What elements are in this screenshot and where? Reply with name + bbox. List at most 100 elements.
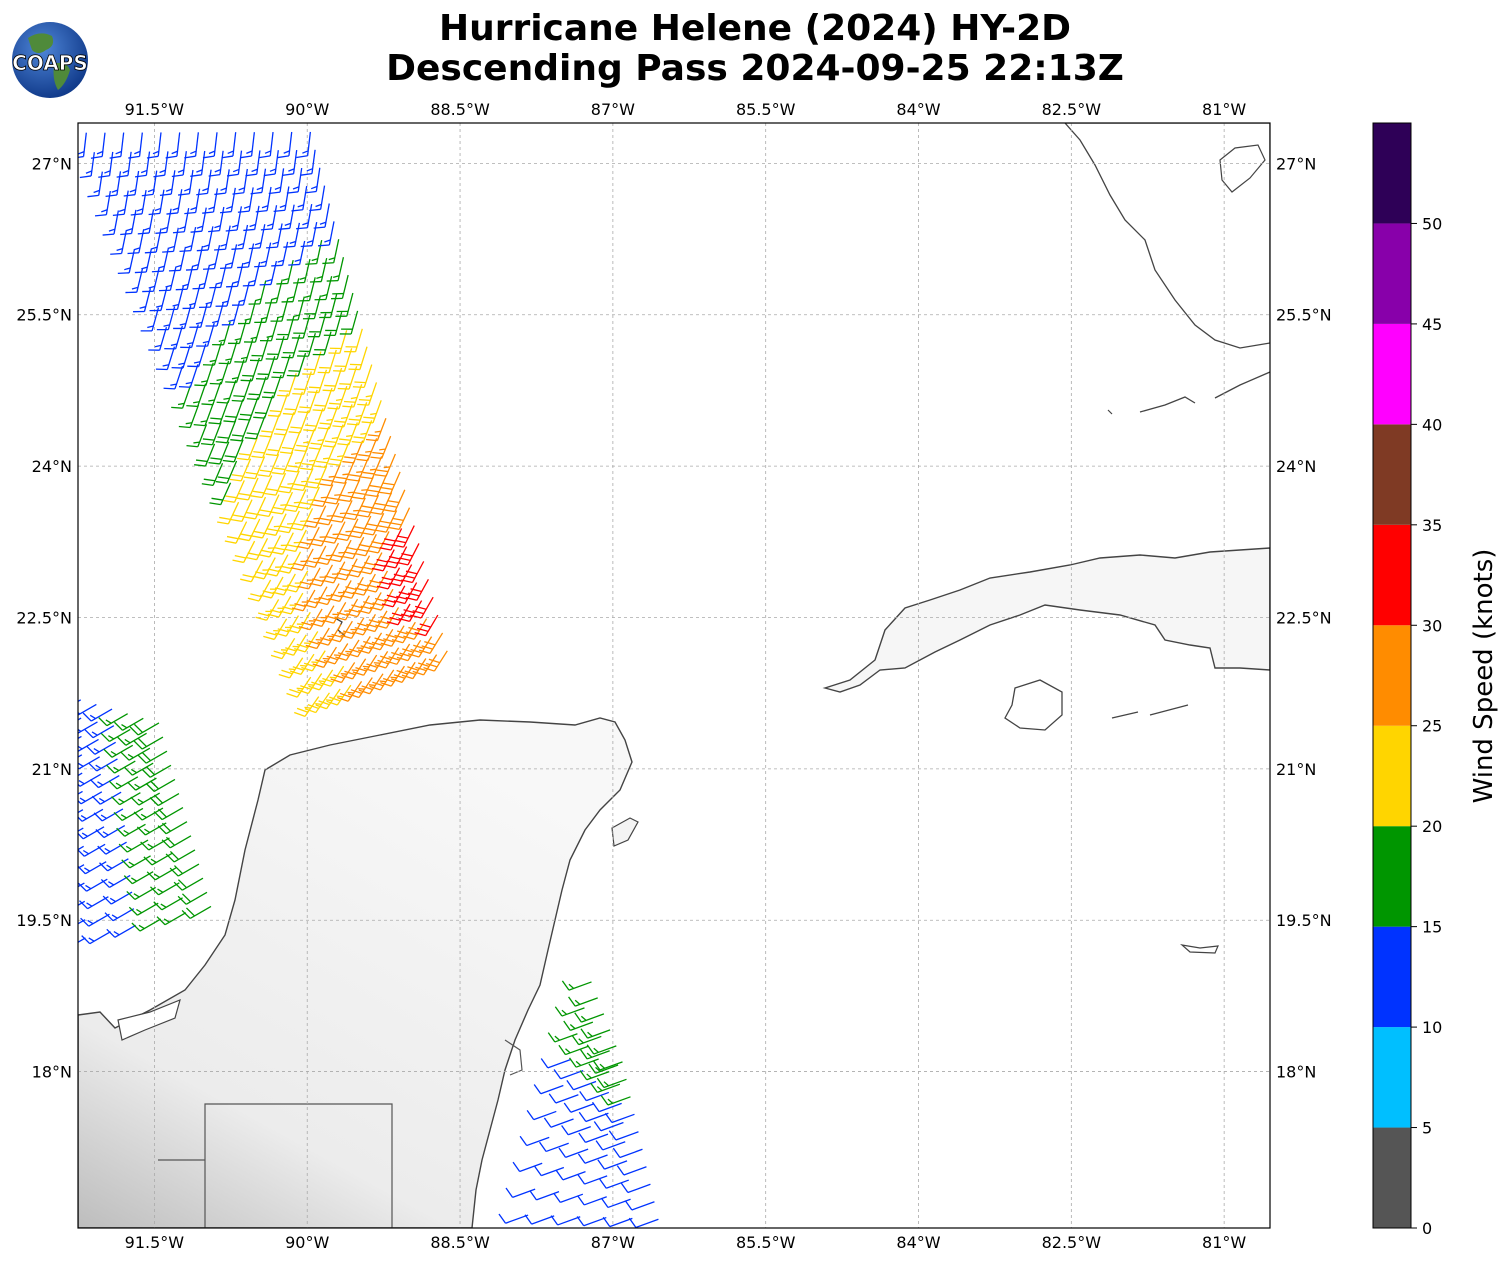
wind-barb — [163, 365, 184, 390]
wind-barb — [297, 526, 320, 550]
wind-barb — [566, 1080, 597, 1091]
wind-barb — [81, 931, 111, 945]
wind-barb — [366, 531, 390, 554]
wind-barb — [273, 412, 295, 436]
wind-barb — [264, 513, 287, 536]
cozumel-island — [611, 817, 639, 847]
lat-tick-label-left: 22.5°N — [16, 608, 72, 627]
wind-barb — [529, 1190, 560, 1201]
wind-barb — [214, 225, 231, 251]
wind-barb — [303, 408, 324, 432]
wind-barb — [153, 807, 184, 821]
lat-tick-label-left: 27°N — [32, 154, 72, 173]
wind-barb — [95, 824, 126, 839]
wind-barb — [120, 209, 137, 236]
wind-barb — [317, 406, 339, 430]
lat-tick-label-left: 19.5°N — [16, 911, 72, 930]
wind-barb — [86, 741, 116, 755]
wind-barb — [237, 187, 254, 213]
wind-barb — [357, 494, 380, 518]
lon-tick-label-top: 88.5°W — [430, 100, 490, 119]
wind-barb — [533, 1084, 564, 1095]
wind-barb — [555, 1170, 586, 1181]
wind-barb — [82, 708, 113, 722]
wind-barb — [134, 151, 151, 178]
colorbar-tick-label: 25 — [1422, 717, 1442, 736]
wind-barb — [209, 361, 230, 385]
wind-barb — [153, 151, 169, 178]
wind-barb — [308, 426, 330, 450]
wind-barb — [169, 863, 200, 877]
wind-barb — [328, 442, 350, 466]
colorbar-bin-9 — [1373, 223, 1411, 324]
wind-barb — [173, 305, 192, 330]
wind-barb — [78, 845, 84, 851]
wind-barb — [371, 549, 395, 572]
wind-barb — [137, 750, 168, 764]
wind-barb — [423, 650, 448, 672]
wind-barb — [595, 1140, 626, 1151]
wind-barb — [359, 552, 383, 575]
wind-barb — [276, 259, 294, 285]
colorbar-bin-2 — [1373, 926, 1411, 1028]
wind-barb — [369, 588, 394, 611]
wind-barb — [340, 576, 364, 599]
wind-barb — [307, 369, 328, 394]
wind-barb — [78, 843, 106, 857]
wind-barb — [296, 131, 312, 159]
wind-barb — [553, 1069, 584, 1080]
wind-barb — [123, 170, 140, 197]
lon-tick-label-top: 90°W — [285, 100, 329, 119]
lon-tick-label-top: 82.5°W — [1042, 100, 1102, 119]
wind-barb — [379, 528, 403, 551]
wind-barb — [505, 1187, 536, 1198]
wind-barb — [608, 1130, 639, 1141]
wind-barb — [384, 546, 408, 569]
wind-barb — [286, 167, 303, 194]
wind-barb — [250, 475, 273, 499]
wind-barb — [319, 463, 342, 487]
wind-barb — [539, 1141, 569, 1153]
wind-barb — [305, 465, 328, 489]
wind-barb — [245, 537, 269, 561]
wind-barb — [209, 482, 232, 506]
wind-barb — [297, 389, 318, 414]
wind-barb — [393, 582, 418, 605]
wind-barb — [568, 1057, 599, 1068]
wind-barb — [224, 521, 248, 544]
wind-barb — [180, 324, 199, 349]
wind-barb — [237, 518, 261, 542]
wind-barb — [240, 132, 256, 159]
wind-barb — [255, 599, 280, 621]
wind-barb — [298, 486, 320, 510]
wind-barb — [165, 849, 196, 863]
wind-barb — [418, 632, 444, 654]
wind-barb — [178, 169, 194, 196]
wind-barb — [271, 491, 294, 515]
lon-tick-label-bottom: 85.5°W — [736, 1233, 796, 1252]
colorbar-tick-label: 20 — [1422, 817, 1442, 836]
wind-barb — [588, 1063, 619, 1074]
lon-tick-label-bottom: 87°W — [591, 1233, 635, 1252]
wind-barb — [149, 287, 168, 312]
wind-barb — [298, 277, 316, 302]
wind-barb — [219, 187, 236, 214]
wind-barb — [563, 1020, 594, 1031]
wind-barb — [577, 1174, 608, 1185]
wind-barb — [293, 258, 311, 284]
colorbar-bin-1 — [1373, 1027, 1411, 1128]
wind-barb — [234, 338, 254, 363]
wind-barb — [240, 357, 260, 382]
wind-barb — [265, 554, 289, 577]
wind-barb — [333, 460, 355, 484]
wind-barb — [296, 203, 313, 230]
wind-barb — [540, 1058, 571, 1069]
wind-barb — [259, 260, 278, 286]
wind-barb — [592, 1060, 623, 1071]
wind-barb — [600, 1095, 631, 1106]
wind-barb — [370, 492, 393, 515]
wind-barb — [322, 561, 346, 584]
wind-barb — [120, 747, 151, 761]
wind-barb — [356, 438, 378, 462]
